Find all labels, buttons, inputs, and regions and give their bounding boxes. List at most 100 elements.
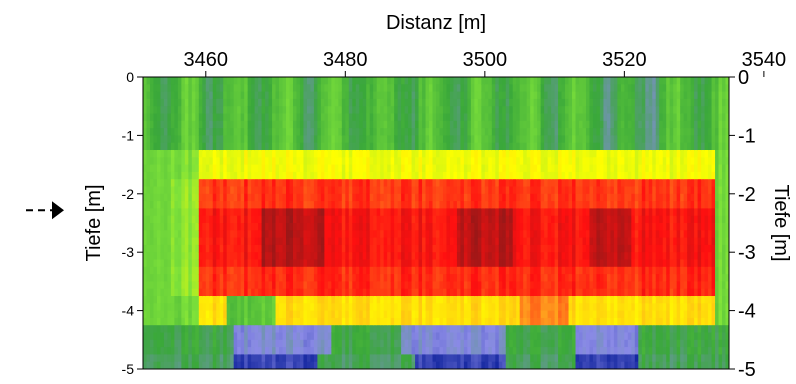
heatmap-cell (390, 310, 395, 319)
heatmap-cell (184, 135, 189, 144)
heatmap-cell (156, 201, 162, 209)
heatmap-cell (369, 317, 374, 326)
heatmap-cell (167, 98, 172, 107)
heatmap-cell (209, 201, 214, 209)
heatmap-cell (296, 237, 301, 246)
heatmap-cell (463, 186, 468, 195)
heatmap-cell (170, 193, 175, 202)
heatmap-cell (282, 252, 287, 261)
heatmap-cell (324, 317, 329, 326)
heatmap-cell (282, 128, 287, 136)
heatmap-cell (265, 347, 270, 355)
heatmap-cell (195, 84, 200, 93)
heatmap-cell (205, 296, 210, 304)
heatmap-cell (146, 164, 151, 173)
heatmap-cell (223, 84, 228, 93)
heatmap-cell (355, 259, 360, 268)
heatmap-cell (401, 157, 406, 166)
heatmap-cell (568, 135, 573, 144)
heatmap-cell (568, 288, 573, 297)
heatmap-cell (530, 142, 535, 151)
heatmap-cell (408, 274, 413, 282)
heatmap-cell (516, 325, 521, 334)
heatmap-cell (324, 91, 329, 100)
heatmap-cell (456, 150, 462, 158)
heatmap-cell (292, 361, 298, 369)
heatmap-cell (411, 223, 416, 231)
heatmap-cell (338, 193, 343, 202)
heatmap-cell (254, 303, 259, 312)
heatmap-cell (432, 186, 437, 195)
heatmap-cell (163, 347, 169, 355)
heatmap-cell (477, 179, 482, 188)
heatmap-cell (306, 150, 312, 158)
heatmap-cell (544, 120, 549, 129)
heatmap-cell (163, 215, 169, 224)
heatmap-cell (289, 201, 294, 209)
heatmap-cell (306, 171, 312, 180)
heatmap-cell (156, 223, 162, 231)
heatmap-cell (558, 354, 563, 363)
heatmap-cell (411, 252, 416, 261)
heatmap-cell (509, 274, 514, 282)
heatmap-cell (306, 98, 312, 107)
heatmap-cell (547, 303, 552, 312)
heatmap-cell (442, 288, 448, 297)
heatmap-cell (418, 186, 423, 195)
heatmap-cell (540, 339, 545, 348)
heatmap-cell (258, 171, 263, 180)
heatmap-cell (390, 171, 395, 180)
heatmap-cell (467, 135, 472, 144)
heatmap-cell (286, 150, 291, 158)
heatmap-cell (411, 288, 416, 297)
heatmap-cell (373, 288, 378, 297)
heatmap-cell (240, 252, 245, 261)
heatmap-cell (202, 157, 207, 166)
heatmap-cell (251, 186, 256, 195)
heatmap-cell (463, 259, 468, 268)
heatmap-cell (547, 288, 552, 297)
heatmap-cell (261, 128, 266, 136)
heatmap-cell (516, 77, 521, 85)
heatmap-cell (362, 157, 367, 166)
heatmap-cell (509, 77, 514, 85)
heatmap-cell (439, 266, 444, 275)
heatmap-cell (477, 303, 482, 312)
heatmap-cell (474, 266, 479, 275)
heatmap-cell (306, 325, 312, 334)
heatmap-cell (425, 244, 430, 253)
heatmap-cell (449, 150, 455, 158)
heatmap-cell (341, 164, 346, 173)
heatmap-cell (488, 274, 493, 282)
heatmap-cell (170, 339, 175, 348)
heatmap-cell (251, 354, 256, 363)
heatmap-cell (565, 354, 570, 363)
heatmap-cell (163, 317, 169, 326)
heatmap-cell (394, 259, 399, 268)
heatmap-cell (429, 106, 434, 115)
heatmap-cell (143, 230, 148, 239)
heatmap-cell (331, 120, 336, 129)
heatmap-cell (258, 135, 263, 144)
heatmap-cell (505, 164, 510, 173)
heatmap-cell (303, 325, 308, 334)
heatmap-cell (212, 120, 217, 129)
heatmap-cell (198, 281, 203, 290)
heatmap-cell (279, 215, 284, 224)
heatmap-cell (289, 84, 294, 93)
heatmap-cell (202, 171, 207, 180)
heatmap-cell (212, 281, 217, 290)
heatmap-cell (163, 310, 169, 319)
heatmap-cell (146, 193, 151, 202)
heatmap-cell (188, 266, 193, 275)
heatmap-cell (397, 281, 402, 290)
heatmap-cell (338, 237, 343, 246)
heatmap-cell (439, 150, 444, 158)
heatmap-cell (310, 361, 315, 369)
heatmap-cell (568, 120, 573, 129)
heatmap-cell (163, 237, 169, 246)
heatmap-cell (310, 252, 315, 261)
heatmap-cell (146, 288, 151, 297)
heatmap-cell (334, 230, 339, 239)
heatmap-cell (184, 120, 189, 129)
